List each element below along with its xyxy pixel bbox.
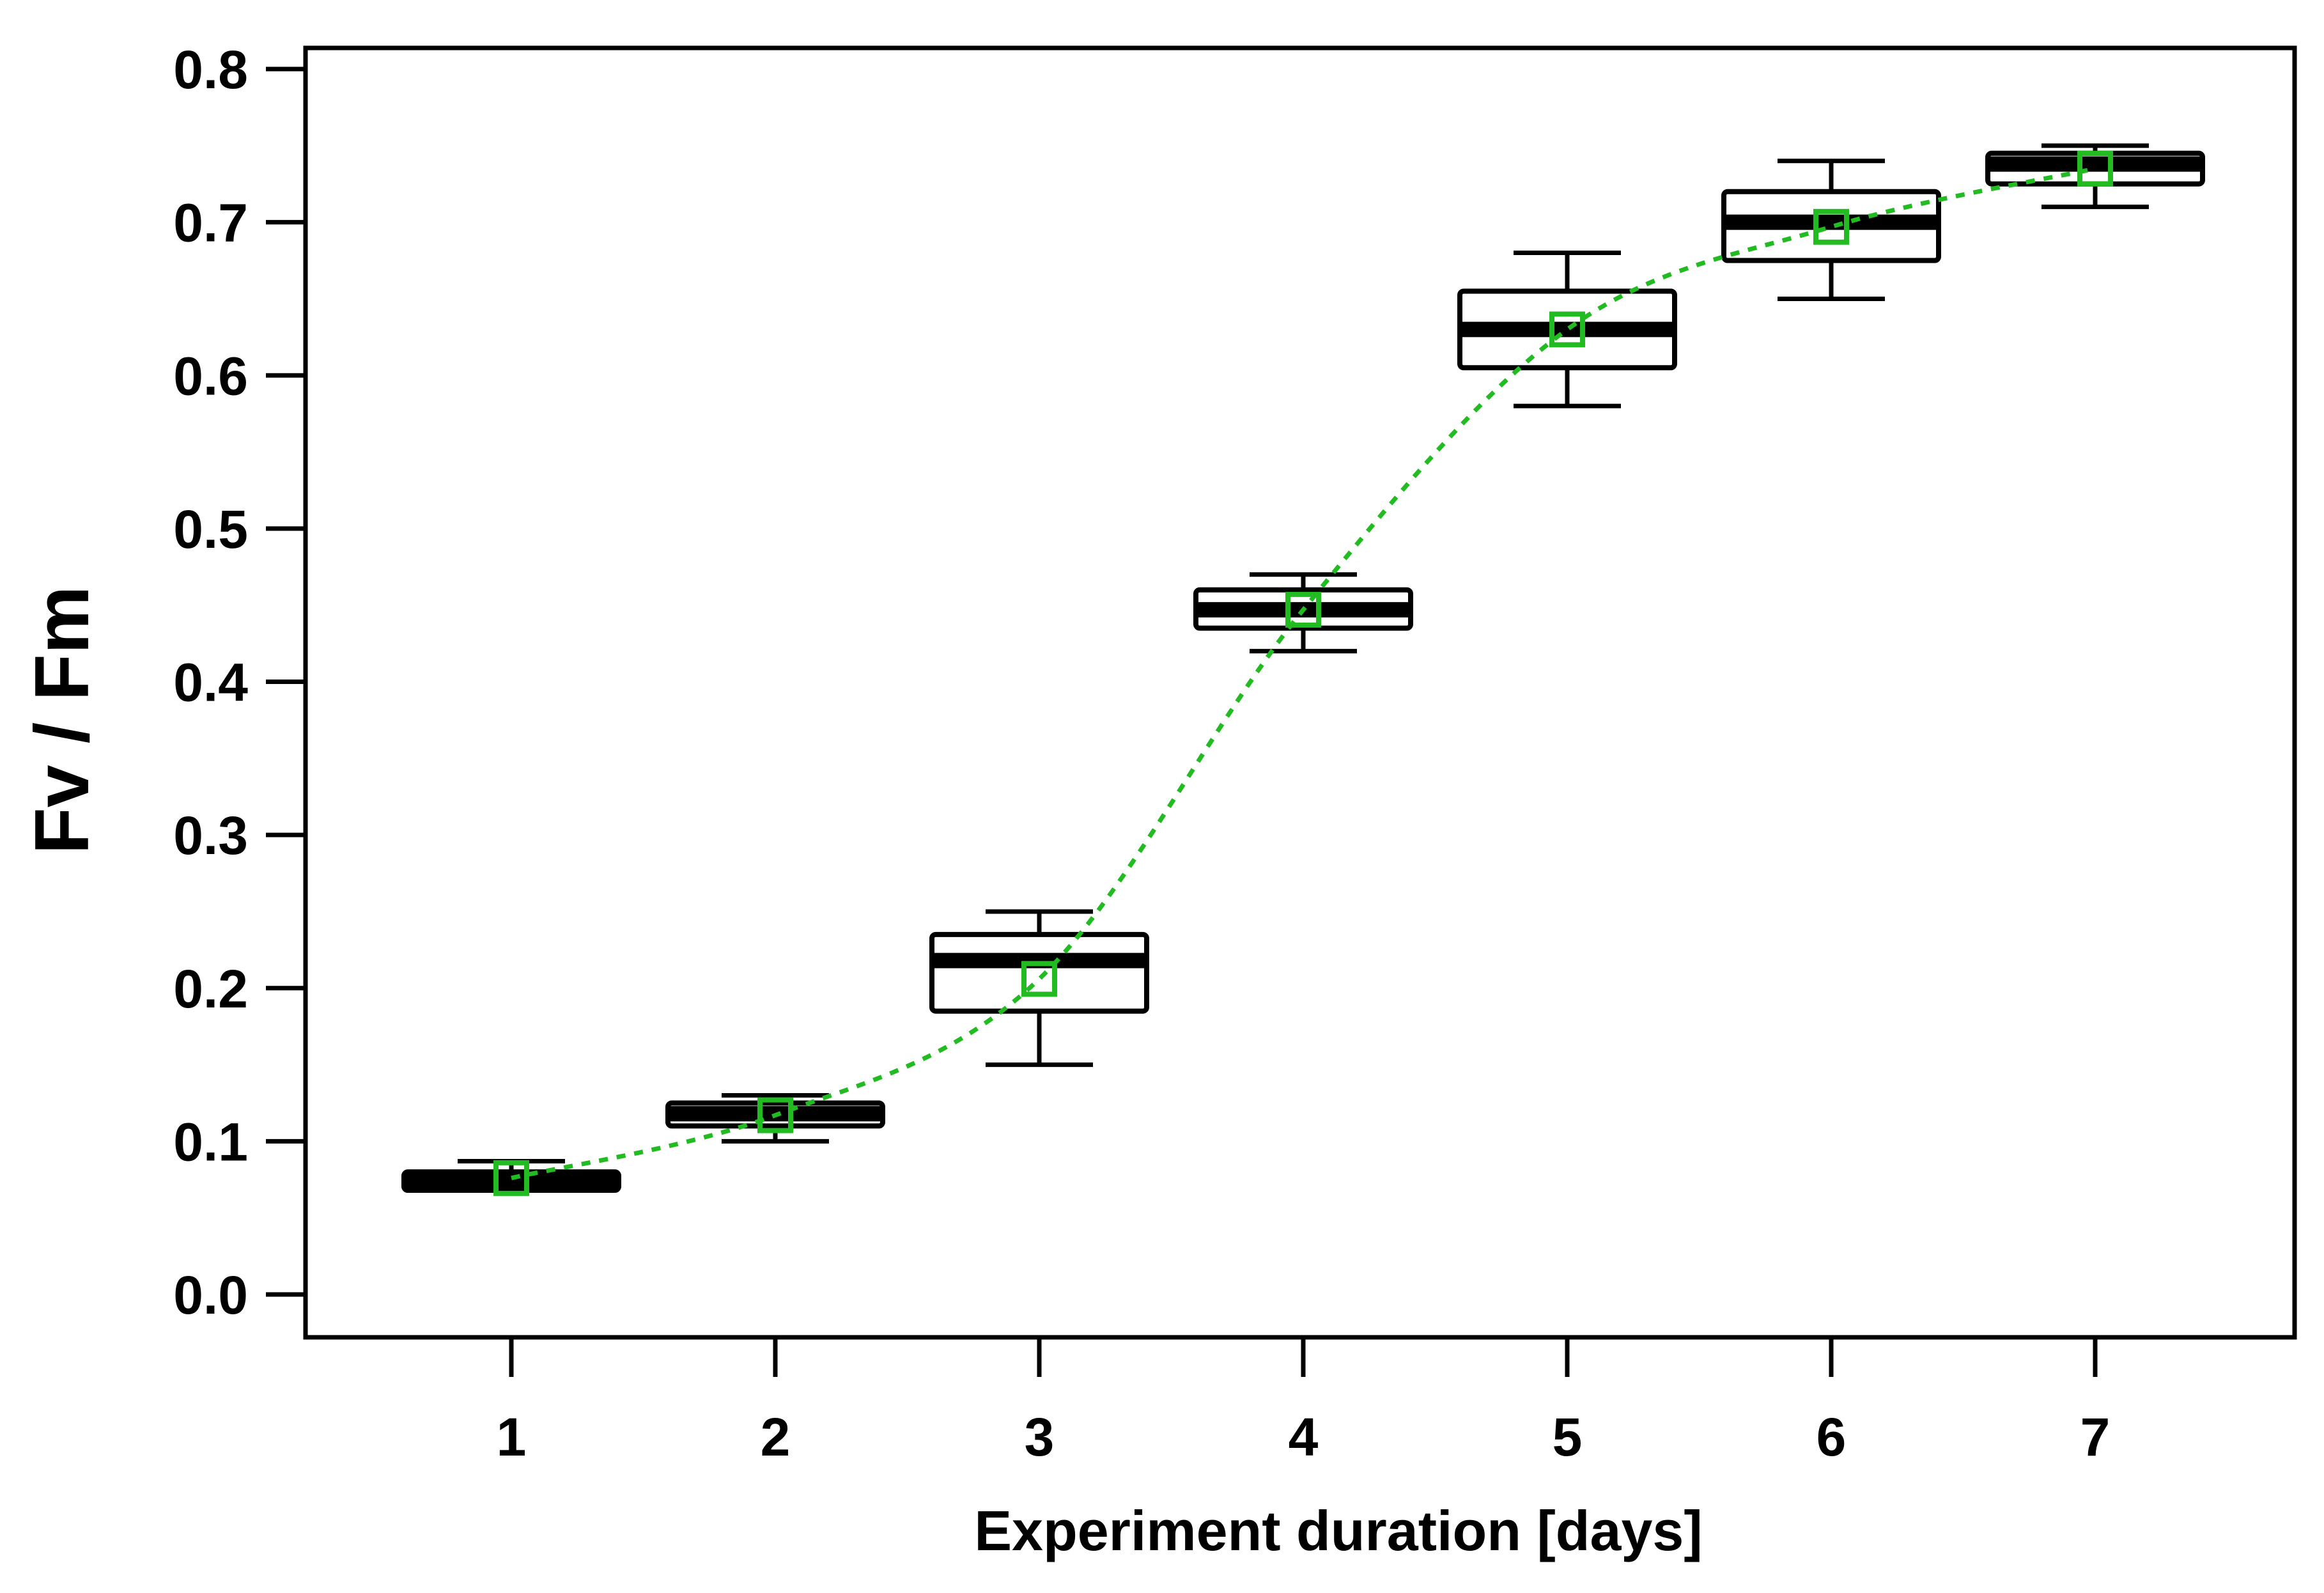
mean-marker	[1285, 591, 1321, 628]
y-axis: 0.0 0.1 0.2 0.3 0.4 0.5 0.6 0.7 0.8	[173, 40, 306, 1325]
x-tick-label: 3	[1025, 1407, 1055, 1467]
y-tick-label: 0.5	[173, 499, 248, 559]
plot-frame	[303, 45, 2297, 1340]
x-tick-label: 4	[1289, 1407, 1319, 1467]
x-axis: 1 2 3 4 5 6 7	[497, 1337, 2111, 1467]
mean-marker	[1021, 961, 1057, 997]
y-tick-label: 0.6	[173, 346, 248, 406]
box	[929, 931, 1149, 1014]
y-tick-label: 0.1	[173, 1112, 248, 1172]
mean-marker	[2077, 150, 2113, 187]
y-tick-label: 0.3	[173, 805, 248, 866]
mean-trend-line	[511, 166, 2096, 1181]
boxplot-day-5	[1457, 251, 1677, 408]
x-tick-label: 7	[2080, 1407, 2111, 1467]
mean-marker	[757, 1097, 793, 1133]
y-tick-label: 0.8	[173, 40, 248, 100]
y-tick-label: 0.4	[173, 653, 248, 713]
y-tick-label: 0.2	[173, 959, 248, 1019]
x-axis-title: Experiment duration [days]	[974, 1499, 1702, 1562]
x-tick-label: 5	[1553, 1407, 1583, 1467]
y-tick-label: 0.7	[173, 193, 248, 253]
mean-marker	[1549, 311, 1585, 348]
y-axis-title: Fv / Fm	[19, 586, 105, 854]
mean-series	[493, 150, 2113, 1196]
boxplots	[401, 143, 2205, 1193]
boxplot-day-7	[1985, 143, 2205, 210]
boxplot-day-3	[929, 909, 1149, 1068]
boxplot-day-6	[1721, 159, 1941, 301]
x-tick-label: 6	[1817, 1407, 1847, 1467]
boxplot-day-1	[401, 1159, 621, 1193]
x-tick-label: 2	[761, 1407, 791, 1467]
x-tick-label: 1	[497, 1407, 527, 1467]
y-tick-label: 0.0	[173, 1265, 248, 1325]
mean-marker	[493, 1160, 529, 1196]
mean-marker	[1813, 208, 1849, 245]
